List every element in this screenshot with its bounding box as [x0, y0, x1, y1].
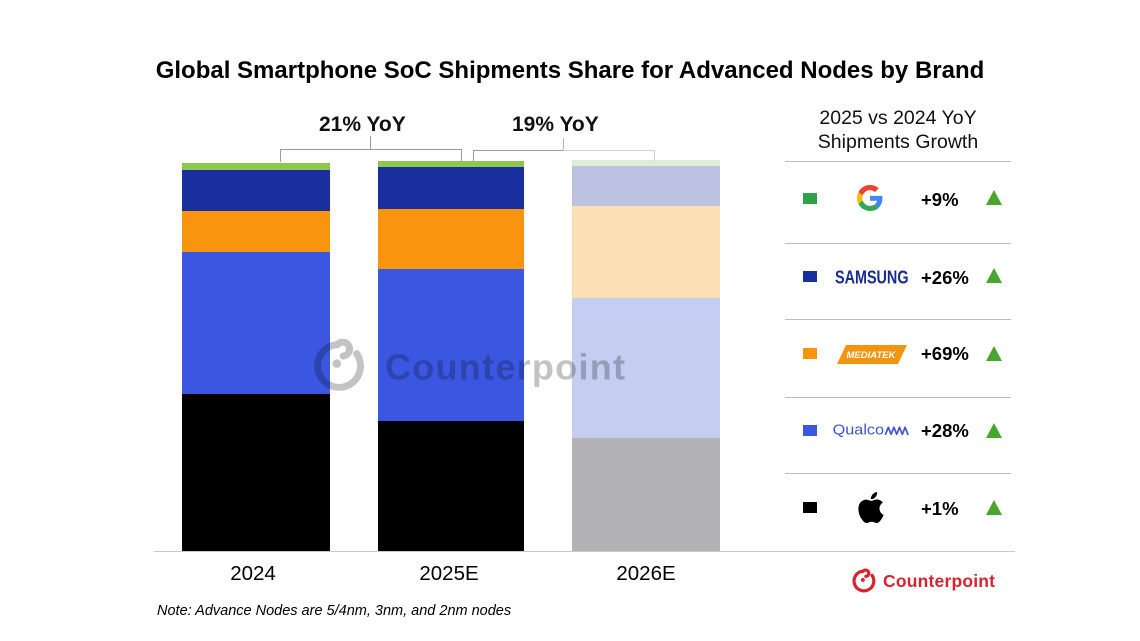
svg-text:MEDIATEK: MEDIATEK	[847, 350, 898, 360]
svg-text:SAMSUNG: SAMSUNG	[835, 267, 908, 288]
svg-text:Counterpoint: Counterpoint	[883, 571, 995, 591]
svg-text:Qualco: Qualco	[833, 422, 885, 439]
svg-text:Counterpoint: Counterpoint	[385, 347, 625, 388]
